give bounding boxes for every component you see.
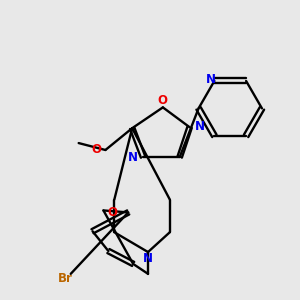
Text: O: O [157, 94, 167, 107]
Text: N: N [194, 120, 205, 133]
Text: Br: Br [58, 272, 73, 285]
Text: O: O [92, 142, 101, 155]
Text: N: N [206, 74, 215, 86]
Text: N: N [128, 152, 138, 164]
Text: N: N [143, 253, 153, 266]
Text: O: O [107, 206, 117, 219]
